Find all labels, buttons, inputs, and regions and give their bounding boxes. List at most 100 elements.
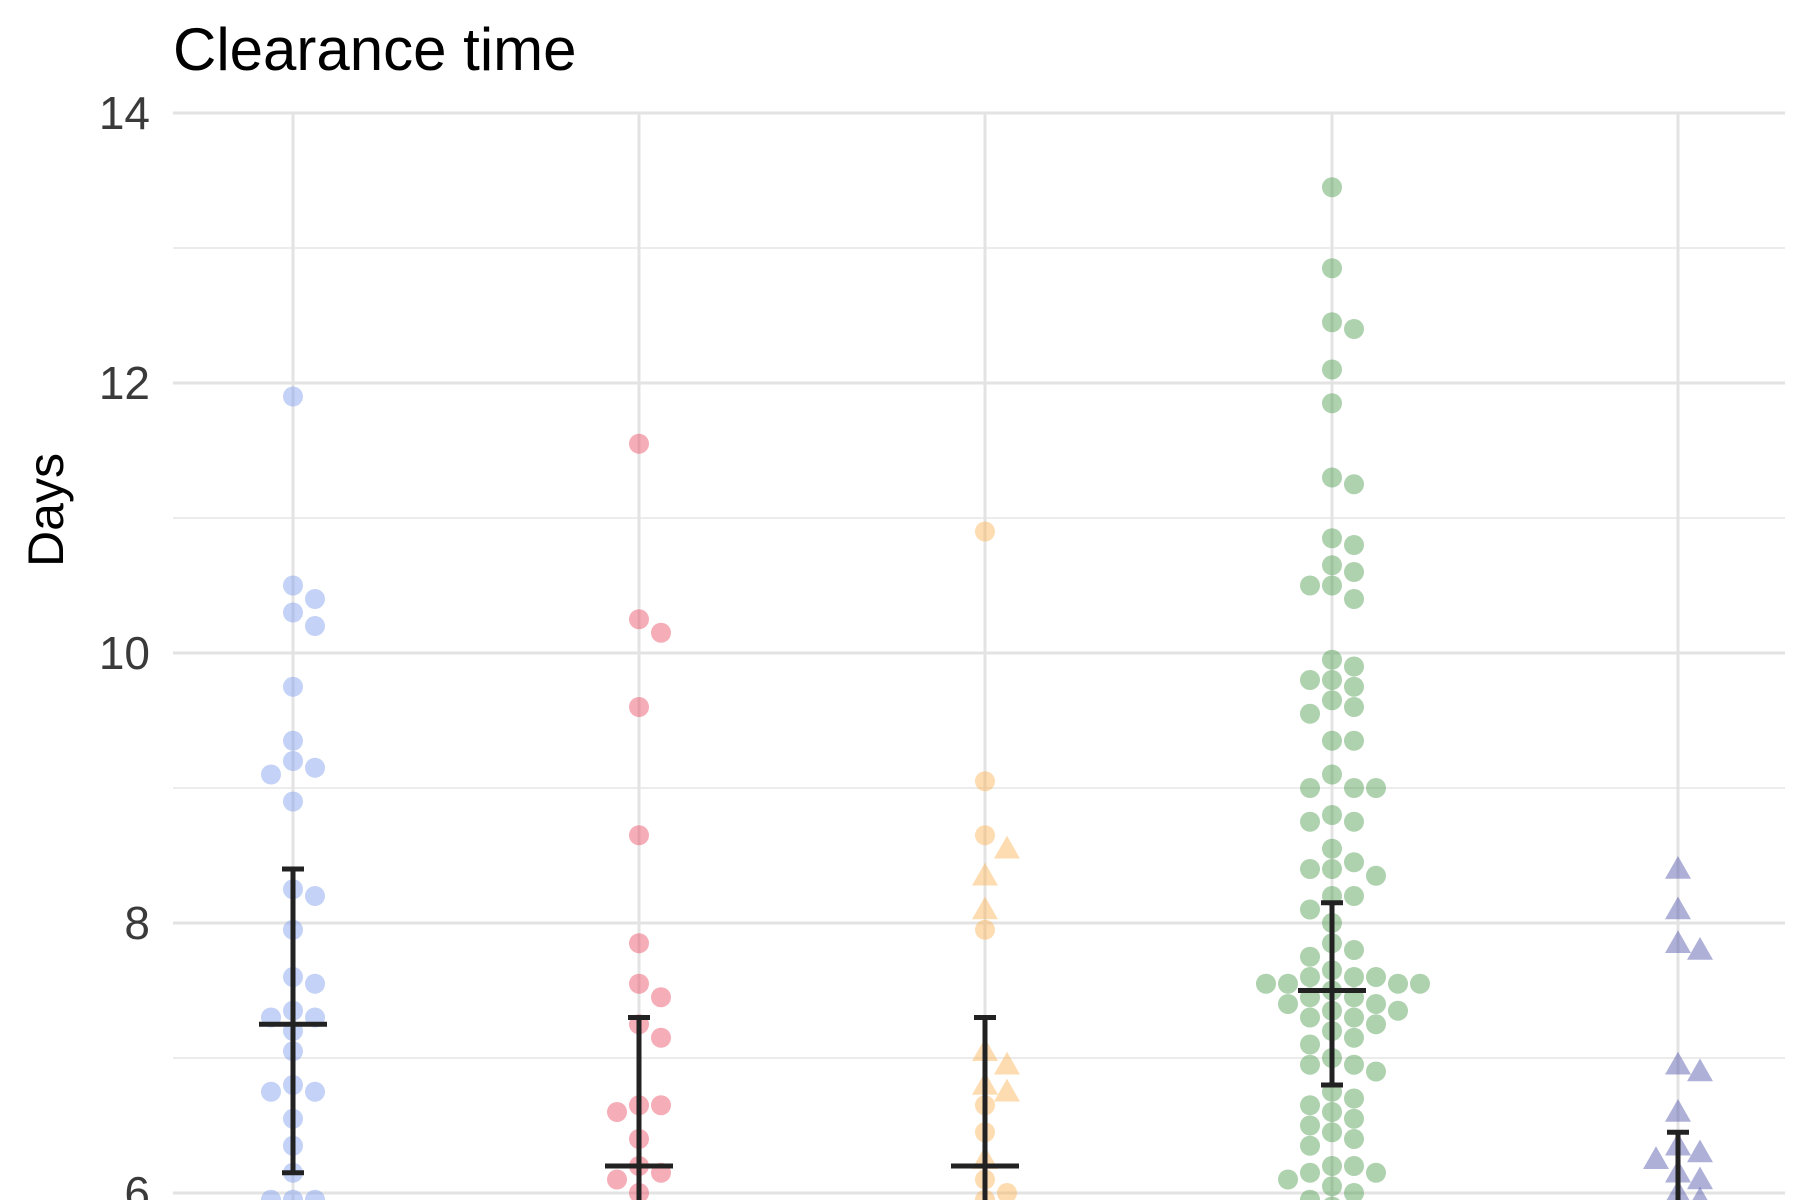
data-point <box>1322 393 1342 414</box>
data-point-triangle <box>1643 1146 1669 1169</box>
data-point <box>283 602 303 623</box>
data-point-triangle <box>972 862 998 886</box>
data-point-triangle <box>1687 937 1713 960</box>
y-tick-label: 10 <box>99 627 150 679</box>
error-bar <box>951 1015 1019 1200</box>
data-point <box>629 973 649 994</box>
error-bar <box>1298 900 1366 1088</box>
data-point-triangle <box>1687 1139 1713 1163</box>
data-point <box>975 919 995 940</box>
data-point <box>629 433 649 454</box>
data-point <box>629 609 649 630</box>
data-point <box>283 1189 303 1200</box>
data-point <box>283 676 303 697</box>
data-point <box>997 1183 1017 1200</box>
data-point <box>1344 1027 1364 1048</box>
data-point <box>1300 1162 1320 1183</box>
y-tick-label: 12 <box>99 357 150 409</box>
data-point-triangle <box>1692 1186 1708 1200</box>
data-point <box>1300 811 1320 832</box>
data-point <box>1300 1095 1320 1116</box>
data-points <box>261 177 1713 1200</box>
data-point <box>1344 589 1364 609</box>
data-point <box>1344 319 1364 339</box>
data-point <box>1300 1135 1320 1156</box>
data-point <box>1322 312 1342 333</box>
data-point-triangle <box>1687 1166 1713 1190</box>
data-point-triangle <box>1665 896 1691 920</box>
data-point <box>1322 859 1342 879</box>
data-point <box>261 764 281 785</box>
data-point-triangle <box>1665 856 1691 879</box>
data-point <box>1300 1054 1320 1075</box>
data-point <box>1300 575 1320 596</box>
data-point <box>1278 973 1298 994</box>
axes: 468101214Non-VOI/VOCAlphaDeltaUnvaccinat… <box>99 87 150 1200</box>
data-point <box>1344 1156 1364 1176</box>
data-point <box>607 1102 627 1122</box>
data-point <box>305 1081 325 1102</box>
error-bars <box>259 866 1689 1200</box>
y-tick-label: 14 <box>99 87 150 139</box>
data-point <box>1300 1034 1320 1055</box>
chart-title: Clearance time <box>173 16 577 83</box>
data-point <box>1322 1122 1342 1143</box>
data-point <box>1300 1189 1320 1200</box>
data-point <box>629 825 649 846</box>
data-point <box>1344 697 1364 717</box>
data-point <box>283 730 303 751</box>
series-3 <box>1256 177 1430 1200</box>
y-axis-label: Days <box>18 453 74 567</box>
error-bar <box>1667 1129 1689 1200</box>
data-point <box>1344 811 1364 832</box>
data-point <box>1344 1088 1364 1109</box>
data-point <box>1278 1169 1298 1190</box>
data-point <box>975 521 995 542</box>
data-point-triangle <box>994 1051 1020 1075</box>
data-point <box>1322 764 1342 785</box>
data-point <box>305 757 325 778</box>
data-point <box>1278 994 1298 1014</box>
data-point <box>1300 703 1320 724</box>
data-point <box>651 1027 671 1048</box>
data-point <box>629 933 649 954</box>
data-point <box>283 386 303 407</box>
error-bar <box>605 1015 673 1200</box>
data-point-triangle <box>994 1078 1020 1102</box>
data-point <box>1322 649 1342 670</box>
data-point-triangle <box>1665 1051 1691 1075</box>
data-point <box>1344 656 1364 677</box>
data-point <box>261 1081 281 1102</box>
data-point <box>1322 359 1342 380</box>
data-point <box>651 987 671 1008</box>
data-point-triangle <box>1665 1099 1691 1122</box>
data-point <box>1344 778 1364 798</box>
y-tick-label: 8 <box>124 897 150 949</box>
data-point <box>1344 535 1364 555</box>
series-0 <box>261 386 325 1200</box>
data-point-triangle <box>1687 1058 1713 1082</box>
data-point <box>1410 973 1430 994</box>
data-point <box>1300 1007 1320 1028</box>
data-point <box>975 771 995 792</box>
data-point <box>1388 1000 1408 1021</box>
data-point <box>1322 805 1342 825</box>
data-point <box>1322 690 1342 711</box>
data-point <box>1344 1108 1364 1129</box>
data-point <box>283 575 303 596</box>
data-point <box>1344 474 1364 495</box>
data-point <box>1344 676 1364 697</box>
data-point <box>1366 1162 1386 1183</box>
grid <box>173 111 1785 1200</box>
data-point <box>283 791 303 812</box>
data-point <box>1322 1176 1342 1197</box>
data-point <box>283 751 303 771</box>
data-point <box>1300 899 1320 920</box>
y-tick-label: 6 <box>124 1167 150 1200</box>
data-point-triangle <box>1665 930 1691 953</box>
data-point <box>1322 838 1342 859</box>
data-point <box>1322 1156 1342 1176</box>
data-point <box>975 825 995 846</box>
